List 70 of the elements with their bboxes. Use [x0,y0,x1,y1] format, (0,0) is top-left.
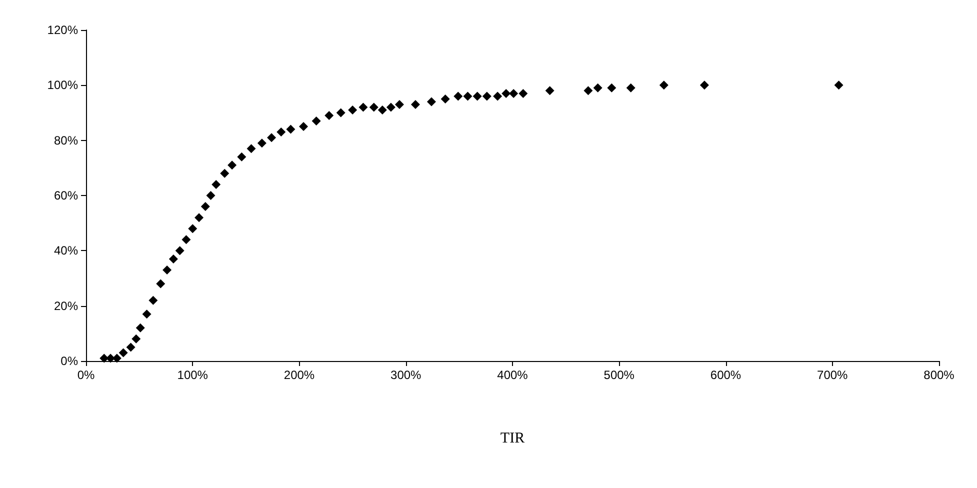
point [168,254,178,264]
point [545,86,554,96]
point [410,100,420,109]
point [206,191,216,200]
y-tick-label: 0% [60,354,78,368]
point [200,202,210,212]
y-tick-label: 20% [54,298,78,313]
x-tick-label: 100% [177,368,208,382]
point [182,235,191,244]
point [472,92,482,101]
point [299,122,308,132]
point [312,116,321,126]
point [118,348,128,358]
x-tick-label: 700% [817,368,848,382]
point [834,80,844,90]
point [136,323,145,332]
point [220,168,230,178]
point [175,246,184,256]
point [142,310,152,319]
point [246,144,256,154]
point [228,160,237,170]
point [386,102,396,112]
point [493,92,502,101]
point [659,80,668,90]
x-axis-title: TIR [500,430,525,446]
point [286,124,296,134]
point [156,279,166,288]
point [257,138,266,148]
x-tick-label: 400% [497,368,528,382]
y-tick-label: 40% [54,244,78,258]
x-tick-label: 0% [77,368,95,382]
point [237,152,246,162]
point [348,105,358,114]
x-tick-label: 500% [604,368,635,382]
point [132,334,141,344]
x-tick-label: 300% [390,368,422,382]
point [394,100,404,109]
y-tick-label: 60% [54,188,78,202]
point [463,92,472,101]
point [212,180,221,189]
point [276,128,286,137]
point [378,105,387,114]
point [584,86,593,96]
y-tick-label: 120% [47,23,78,37]
point [194,213,204,222]
y-tick-label: 100% [47,78,78,92]
point [440,94,450,104]
point [358,102,368,112]
point [626,83,636,92]
point [454,92,463,101]
point [502,88,511,98]
point [426,97,436,106]
y-tick-label: 80% [54,133,78,148]
point [482,92,492,101]
point [593,83,602,92]
x-tick-label: 200% [284,368,315,382]
point [509,88,518,98]
point [126,342,136,352]
point [369,102,378,112]
point [324,111,334,120]
x-tick-label: 600% [710,368,742,382]
point [336,108,346,118]
point [700,80,709,90]
point [267,133,276,142]
point [188,224,198,234]
point [162,265,172,274]
x-tick-label: 800% [924,368,955,382]
point [518,88,528,98]
point [148,296,158,305]
point [607,83,616,92]
